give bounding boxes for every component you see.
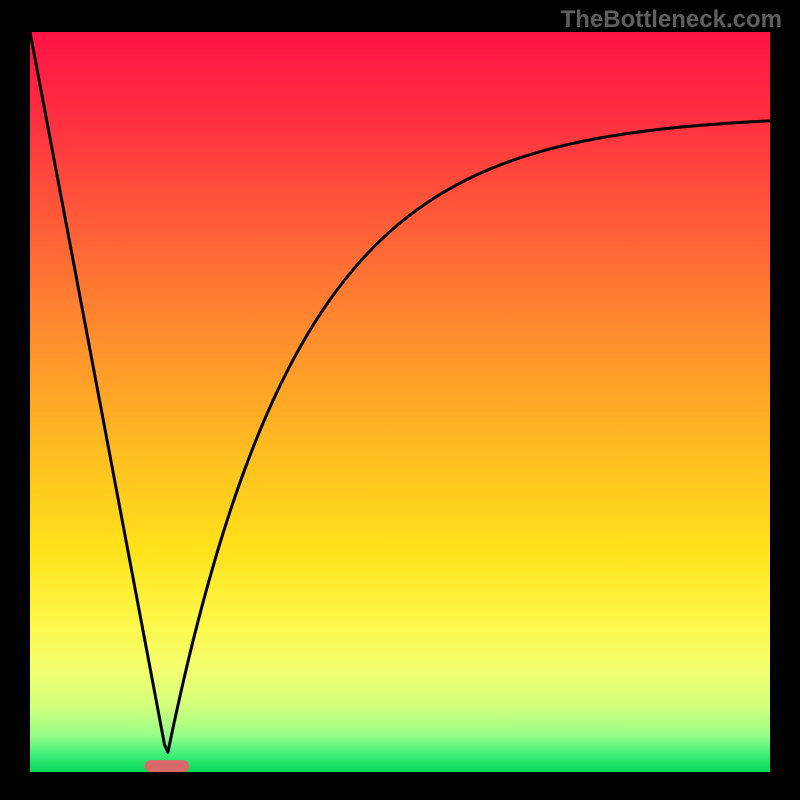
chart-svg — [30, 32, 770, 772]
dip-marker — [145, 760, 189, 772]
watermark-text: TheBottleneck.com — [561, 6, 782, 34]
outer-frame: TheBottleneck.com — [0, 0, 800, 800]
gradient-background — [30, 32, 770, 772]
plot-area — [30, 32, 770, 772]
